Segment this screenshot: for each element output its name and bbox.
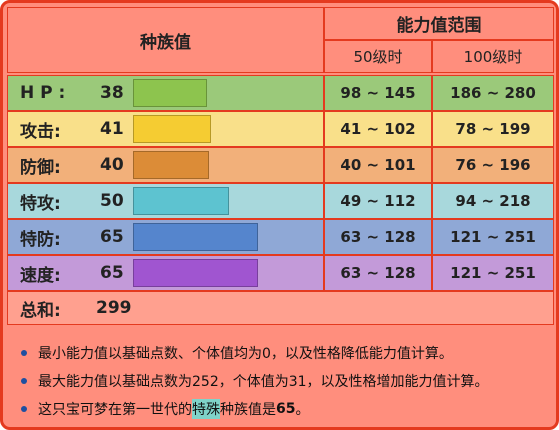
stat-value: 40: [100, 155, 124, 175]
note-gen-highlight[interactable]: 特殊: [192, 399, 220, 419]
note-gen-text-b: 种族值是: [220, 402, 276, 418]
lv50-header: 50级时: [324, 40, 432, 73]
stat-value: 65: [100, 227, 124, 247]
stat-bar: [133, 259, 258, 287]
note-gen-text-a: 这只宝可梦在第一世代的: [38, 402, 192, 418]
stat-lv100-range: 121 ~ 251: [432, 255, 554, 291]
stat-range-header: 能力值范围: [324, 7, 554, 40]
total-label: 总和:: [20, 300, 61, 321]
stat-label: H P :: [20, 83, 66, 103]
stat-value: 50: [100, 191, 124, 211]
stat-value: 41: [100, 119, 124, 139]
stat-value: 38: [100, 83, 124, 103]
stat-bar: [133, 115, 211, 143]
stat-lv50-range: 40 ~ 101: [324, 147, 432, 183]
stat-label: 特攻:: [20, 193, 61, 214]
bullet-icon: [21, 406, 27, 412]
note-generation: 这只宝可梦在第一世代的 特殊 种族值是 65。: [21, 395, 551, 423]
stat-label: 速度:: [20, 265, 61, 286]
total-row: 总和: 299: [7, 291, 554, 325]
stat-row-2: 防御: 40: [7, 147, 324, 183]
stat-lv100-range: 76 ~ 196: [432, 147, 554, 183]
note-gen-end: 。: [295, 402, 310, 418]
stat-bar: [133, 79, 207, 107]
stat-value: 65: [100, 263, 124, 283]
stat-lv50-range: 41 ~ 102: [324, 111, 432, 147]
stat-lv50-range: 63 ~ 128: [324, 255, 432, 291]
note-gen-value: 65: [276, 401, 296, 417]
stat-lv100-range: 94 ~ 218: [432, 183, 554, 219]
stat-label: 特防:: [20, 229, 61, 250]
stat-bar: [133, 187, 229, 215]
note-max-text: 最大能力值以基础点数为252，个体值为31，以及性格增加能力值计算。: [38, 374, 489, 390]
stat-row-1: 攻击: 41: [7, 111, 324, 147]
stat-lv100-range: 78 ~ 199: [432, 111, 554, 147]
note-min-text: 最小能力值以基础点数、个体值均为0，以及性格降低能力值计算。: [38, 346, 453, 362]
stat-bar: [133, 151, 209, 179]
stat-row-5: 速度: 65: [7, 255, 324, 291]
stat-lv50-range: 63 ~ 128: [324, 219, 432, 255]
notes-list: 最小能力值以基础点数、个体值均为0，以及性格降低能力值计算。 最大能力值以基础点…: [21, 339, 551, 423]
bullet-icon: [21, 378, 27, 384]
stat-lv100-range: 121 ~ 251: [432, 219, 554, 255]
stat-lv100-range: 186 ~ 280: [432, 75, 554, 111]
bullet-icon: [21, 350, 27, 356]
stat-lv50-range: 49 ~ 112: [324, 183, 432, 219]
note-max: 最大能力值以基础点数为252，个体值为31，以及性格增加能力值计算。: [21, 367, 551, 395]
stat-lv50-range: 98 ~ 145: [324, 75, 432, 111]
stat-bar: [133, 223, 258, 251]
base-stats-header: 种族值: [7, 7, 324, 73]
note-min: 最小能力值以基础点数、个体值均为0，以及性格降低能力值计算。: [21, 339, 551, 367]
stat-row-3: 特攻: 50: [7, 183, 324, 219]
lv100-header: 100级时: [432, 40, 554, 73]
stat-row-0: H P : 38: [7, 75, 324, 111]
stat-label: 防御:: [20, 157, 61, 178]
stat-row-4: 特防: 65: [7, 219, 324, 255]
total-value: 299: [96, 298, 132, 318]
stat-label: 攻击:: [20, 121, 61, 142]
